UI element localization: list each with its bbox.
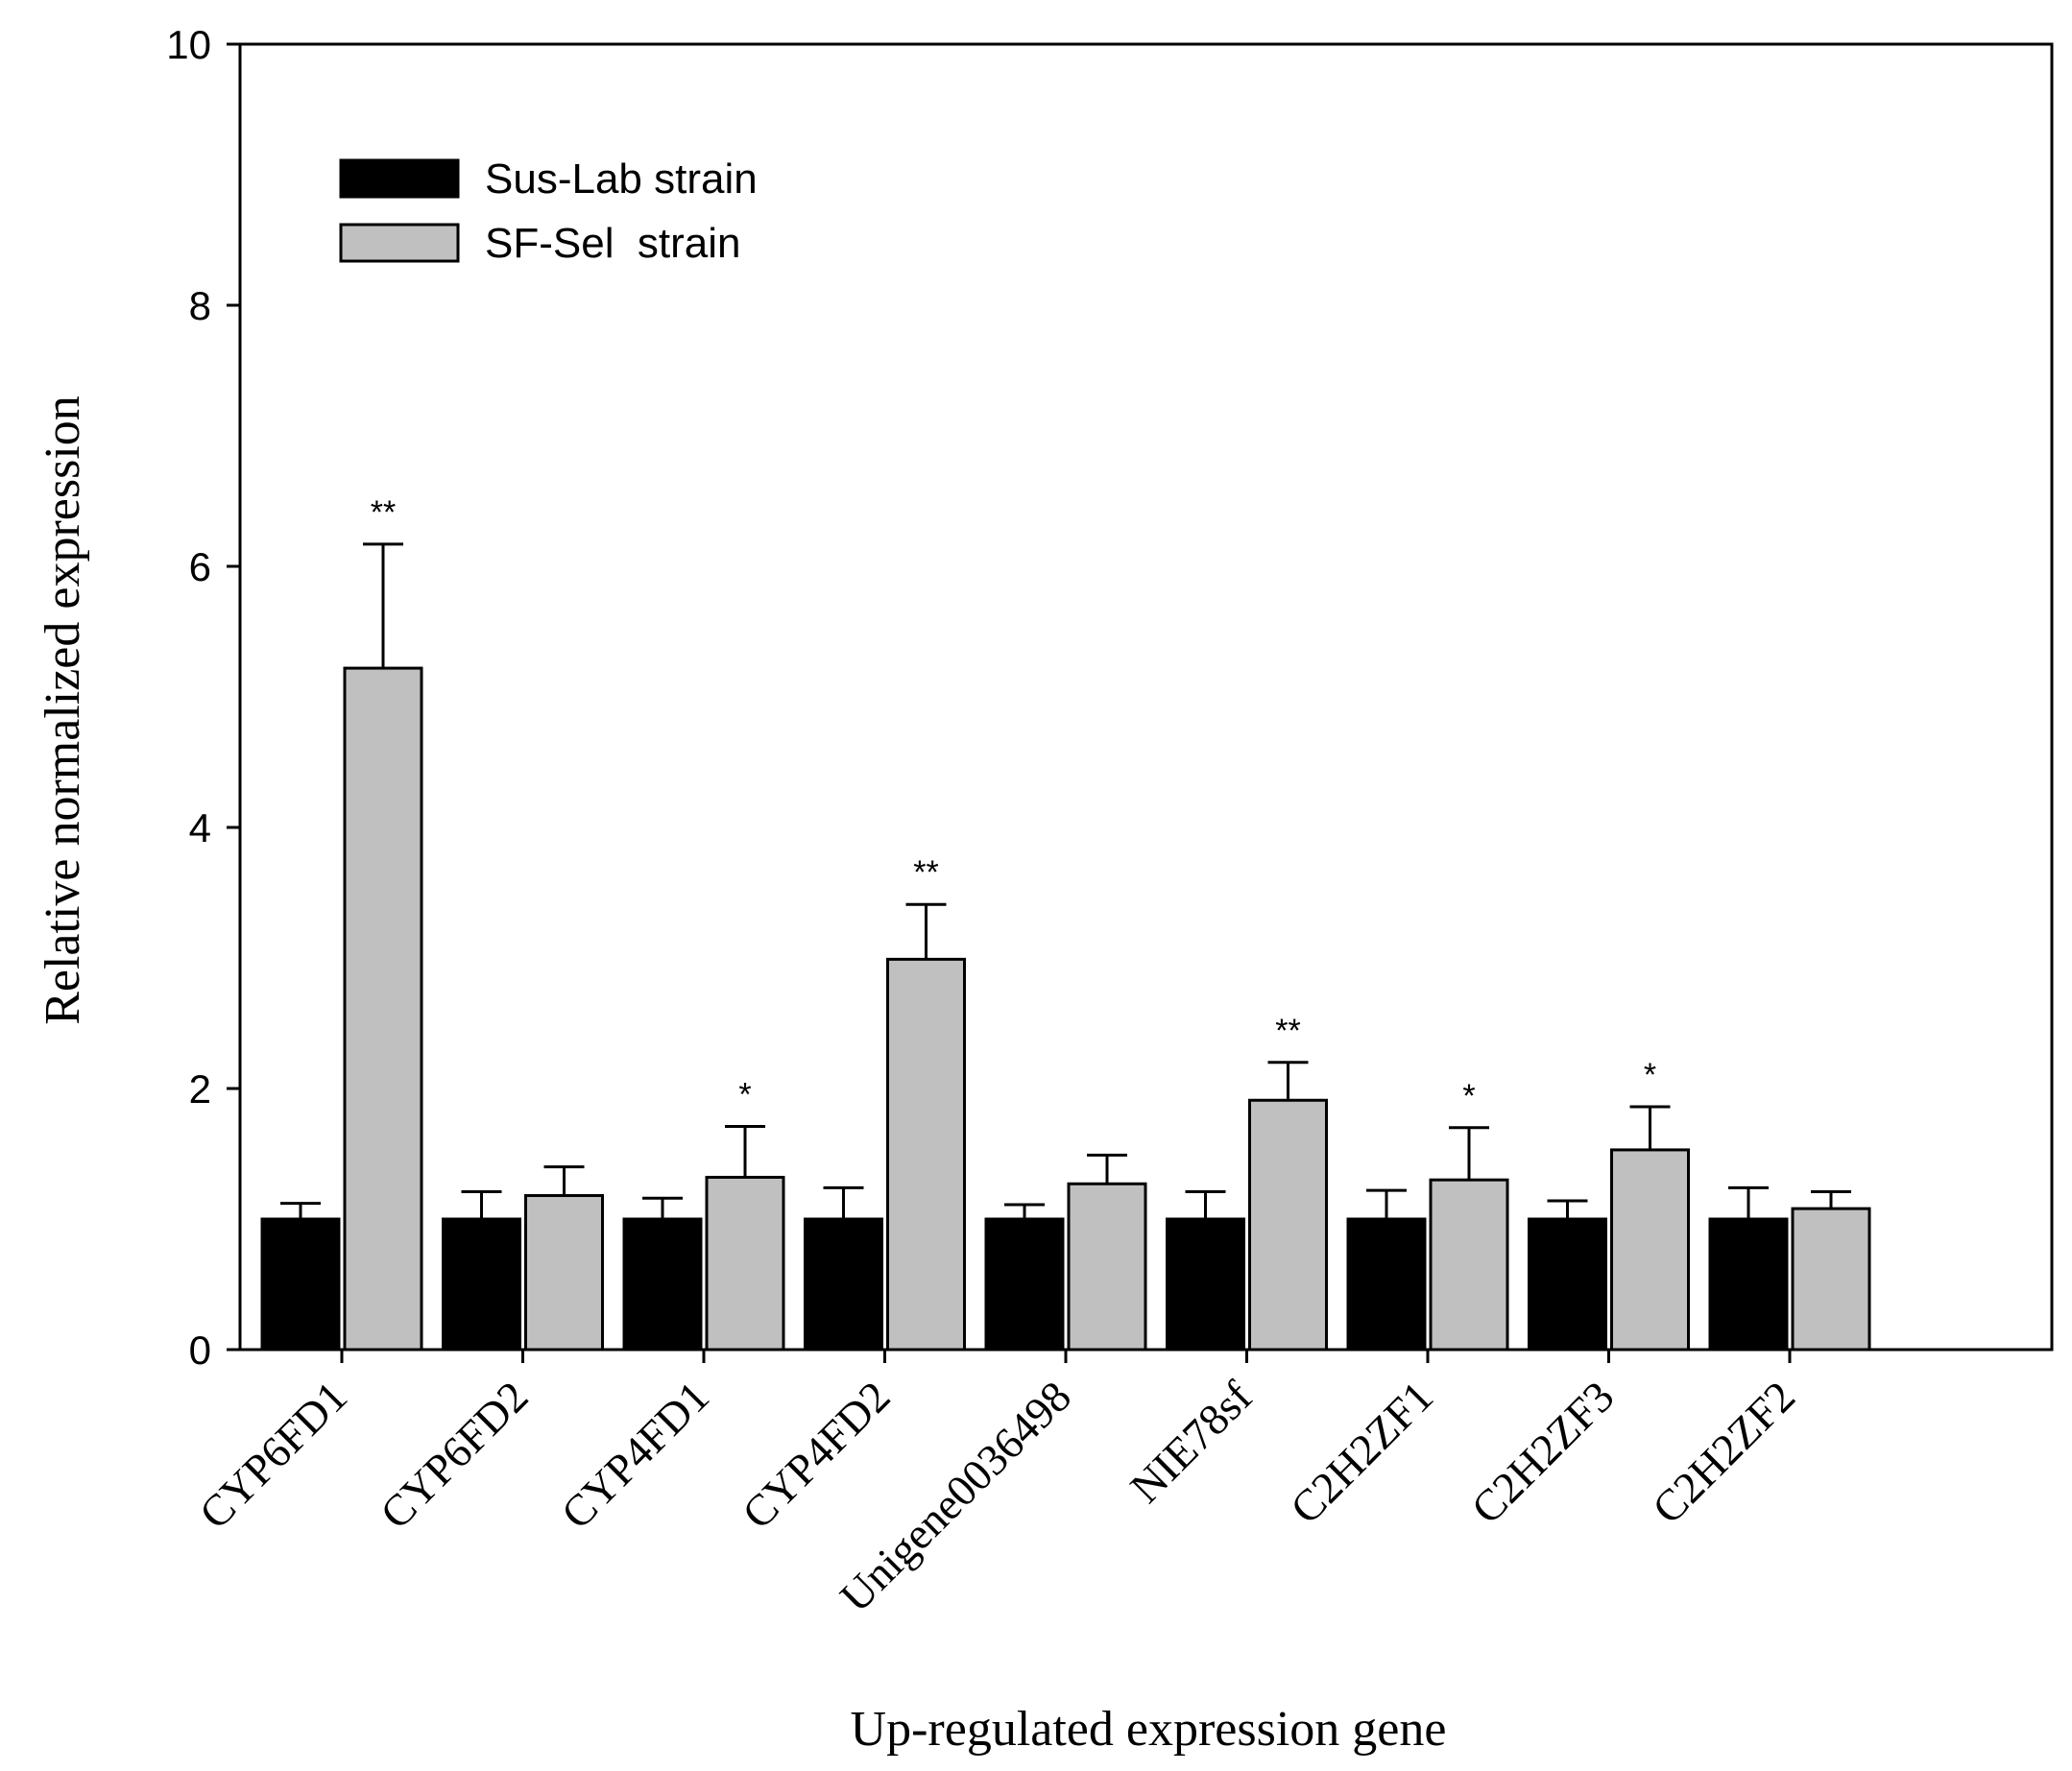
legend-swatch-sf-sel [339, 223, 460, 263]
y-tick-label: 2 [189, 1066, 211, 1112]
bar-sf-sel [1791, 1207, 1871, 1352]
bar-sf-sel [1067, 1182, 1147, 1352]
x-tick-label: CYP6FD1 [190, 1372, 356, 1538]
bar-sus-lab [442, 1217, 521, 1352]
bar-sus-lab [1528, 1217, 1607, 1352]
x-tick-label: C2H2ZF1 [1281, 1372, 1442, 1533]
x-axis-label: Up-regulated expression gene [851, 1702, 1447, 1757]
legend-label: Sus-Lab strain [485, 156, 758, 203]
bar-sus-lab [1346, 1217, 1427, 1352]
significance-marker: * [738, 1076, 751, 1113]
x-tick-label: C2H2ZF2 [1643, 1372, 1804, 1533]
bar-sus-lab [260, 1217, 341, 1352]
significance-marker: * [1462, 1078, 1475, 1114]
x-tick-label: CYP6FD2 [371, 1372, 537, 1538]
legend-swatch-sus-lab [339, 158, 460, 199]
y-tick-label: 4 [189, 805, 211, 850]
legend: Sus-Lab strain SF-Sel strain [339, 156, 758, 267]
bar-sus-lab [1708, 1217, 1789, 1352]
x-tick-label: CYP4FD2 [733, 1372, 899, 1538]
significance-marker: ** [1275, 1013, 1300, 1049]
x-tick-label: CYP4FD1 [552, 1372, 718, 1538]
bar-sf-sel [886, 957, 966, 1352]
significance-marker: ** [913, 854, 938, 891]
legend-label: SF-Sel strain [485, 220, 741, 267]
bar-sus-lab [804, 1217, 883, 1352]
x-tick-label: C2H2ZF3 [1462, 1372, 1624, 1533]
bar-sus-lab [984, 1217, 1065, 1352]
significance-marker: * [1644, 1057, 1656, 1093]
y-tick-label: 8 [189, 283, 211, 328]
x-tick-label: NIE78sf [1120, 1372, 1262, 1513]
bars: ********* [260, 494, 1871, 1352]
significance-marker: ** [371, 494, 396, 531]
bar-sf-sel [524, 1194, 604, 1352]
bar-sus-lab [622, 1217, 703, 1352]
y-axis-label: Relative normalized expression [36, 395, 90, 1025]
bar-sf-sel [705, 1175, 785, 1352]
x-axis: CYP6FD1 CYP6FD2 CYP4FD1 CYP4FD2Unigene00364… [190, 1350, 1804, 1621]
y-axis: 0 2 4 6 8 10 [166, 22, 240, 1373]
bar-sf-sel [1248, 1098, 1328, 1352]
y-tick-label: 10 [166, 22, 211, 67]
bar-sf-sel [1429, 1178, 1509, 1352]
bar-sf-sel [343, 666, 423, 1352]
y-tick-label: 6 [189, 544, 211, 589]
bar-sus-lab [1166, 1217, 1245, 1352]
y-tick-label: 0 [189, 1328, 211, 1373]
bar-sf-sel [1610, 1148, 1690, 1352]
